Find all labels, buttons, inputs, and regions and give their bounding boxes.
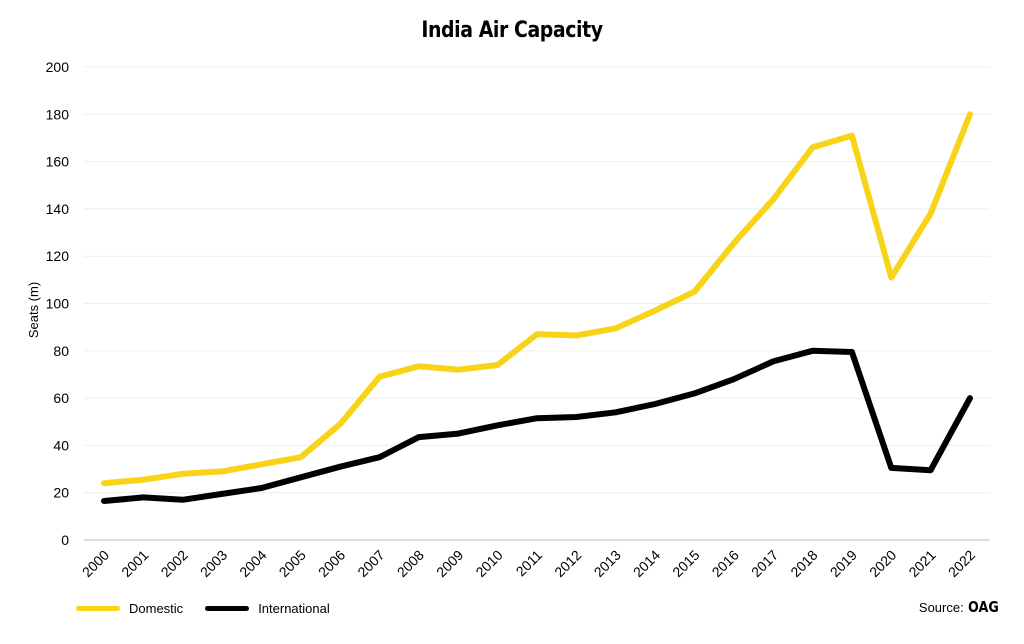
x-tick-label: 2021 — [905, 547, 938, 580]
y-axis-label: Seats (m) — [26, 282, 41, 338]
legend-label-domestic: Domestic — [129, 601, 184, 616]
legend: Domestic International — [76, 601, 352, 616]
x-tick-label: 2014 — [630, 547, 663, 580]
y-tick-label: 140 — [46, 201, 70, 217]
legend-item-international: International — [205, 601, 330, 616]
x-tick-label: 2004 — [236, 547, 269, 580]
x-axis-ticks: 2000 2001 2002 2003 2004 2005 2006 2007 2008 2009… — [79, 547, 978, 580]
series-line-international — [101, 347, 973, 504]
legend-swatch-international — [205, 606, 250, 611]
grid-lines — [84, 66, 990, 541]
x-tick-label: 2003 — [197, 547, 230, 580]
x-tick-label: 2005 — [276, 547, 309, 580]
y-tick-label: 80 — [53, 343, 69, 359]
x-tick-label: 2002 — [158, 547, 191, 580]
y-tick-label: 0 — [61, 532, 69, 548]
y-tick-label: 100 — [46, 296, 70, 312]
legend-label-international: International — [258, 601, 330, 616]
x-tick-label: 2018 — [787, 547, 820, 580]
y-tick-label: 40 — [53, 437, 69, 453]
x-tick-label: 2016 — [709, 547, 742, 580]
x-tick-label: 2017 — [748, 547, 781, 580]
y-tick-label: 200 — [46, 59, 70, 75]
x-tick-label: 2006 — [315, 547, 348, 580]
y-tick-label: 20 — [53, 485, 69, 501]
x-tick-label: 2020 — [866, 547, 899, 580]
y-tick-label: 120 — [46, 248, 70, 264]
y-tick-label: 160 — [46, 154, 70, 170]
x-tick-label: 2009 — [433, 547, 466, 580]
y-axis-ticks: 0 20 40 60 80 100 120 140 160 180 200 — [46, 59, 70, 548]
x-tick-label: 2019 — [827, 547, 860, 580]
legend-swatch-domestic — [76, 606, 120, 611]
y-tick-label: 60 — [53, 390, 69, 406]
source-brand: OAG — [967, 598, 999, 616]
y-tick-label: 180 — [46, 106, 70, 122]
x-tick-label: 2008 — [394, 547, 427, 580]
source-label: Source: — [918, 600, 964, 615]
x-tick-label: 2010 — [472, 547, 505, 580]
source-note: Source: OAG — [919, 598, 1004, 616]
x-tick-label: 2012 — [551, 547, 584, 580]
x-tick-label: 2015 — [669, 547, 702, 580]
x-tick-label: 2007 — [354, 547, 387, 580]
x-tick-label: 2022 — [945, 547, 978, 580]
chart-title: India Air Capacity — [421, 18, 603, 43]
x-tick-label: 2001 — [118, 547, 151, 580]
x-tick-label: 2000 — [79, 547, 112, 580]
legend-item-domestic: Domestic — [76, 601, 183, 616]
series-lines — [101, 111, 973, 504]
x-tick-label: 2011 — [513, 547, 546, 580]
series-line-domestic — [101, 111, 973, 487]
x-tick-label: 2013 — [591, 547, 624, 580]
